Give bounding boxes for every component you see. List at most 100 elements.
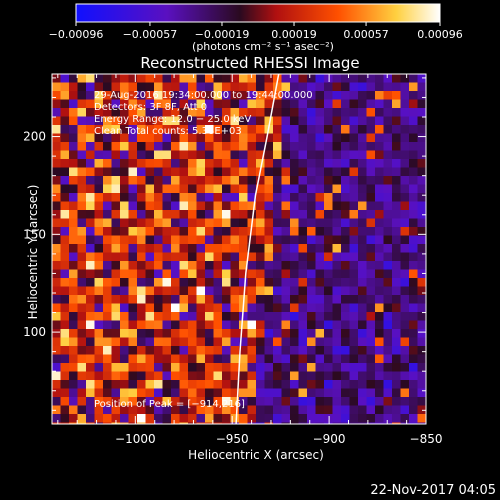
heatmap-cell <box>281 167 291 177</box>
heatmap-cell <box>281 108 291 118</box>
heatmap-cell <box>103 235 113 245</box>
heatmap-cell <box>298 108 308 118</box>
heatmap-cell <box>298 354 308 364</box>
heatmap-cell <box>281 397 291 407</box>
heatmap-cell <box>256 363 266 373</box>
heatmap-cell <box>409 235 419 245</box>
heatmap-cell <box>290 388 300 398</box>
heatmap-cell <box>417 346 426 356</box>
heatmap-cell <box>239 218 249 228</box>
heatmap-cell <box>196 125 206 135</box>
heatmap-cell <box>409 337 419 347</box>
heatmap-cell <box>77 405 87 415</box>
heatmap-cell <box>111 227 121 237</box>
heatmap-cell <box>222 269 232 279</box>
heatmap-cell <box>154 252 164 262</box>
heatmap-cell <box>383 252 393 262</box>
heatmap-cell <box>69 116 79 126</box>
heatmap-cell <box>145 227 155 237</box>
heatmap-cell <box>256 193 266 203</box>
heatmap-cell <box>111 363 121 373</box>
heatmap-cell <box>417 116 426 126</box>
heatmap-cell <box>400 422 410 424</box>
heatmap-cell <box>86 91 96 101</box>
heatmap-cell <box>103 312 113 322</box>
heatmap-cell <box>94 244 104 254</box>
heatmap-cell <box>290 91 300 101</box>
heatmap-cell <box>188 91 198 101</box>
heatmap-cell <box>375 159 385 169</box>
heatmap-cell <box>341 125 351 135</box>
heatmap-cell <box>120 397 130 407</box>
heatmap-cell <box>298 142 308 152</box>
heatmap-cell <box>392 278 402 288</box>
heatmap-cell <box>171 405 181 415</box>
heatmap-cell <box>120 252 130 262</box>
heatmap-cell <box>60 159 70 169</box>
heatmap-cell <box>128 320 138 330</box>
heatmap-cell <box>213 133 223 143</box>
heatmap-cell <box>400 363 410 373</box>
heatmap-cell <box>375 388 385 398</box>
heatmap-cell <box>196 159 206 169</box>
heatmap-cell <box>120 329 130 339</box>
heatmap-cell <box>162 150 172 160</box>
annotation-energy-range: Energy Range: 12.0 − 25.0 keV <box>94 114 251 125</box>
heatmap-cell <box>315 116 325 126</box>
heatmap-cell <box>60 210 70 220</box>
annotation-clean-counts: Clean Total counts: 5.38E+03 <box>94 126 242 137</box>
heatmap-cell <box>171 244 181 254</box>
heatmap-cell <box>324 286 334 296</box>
heatmap-cell <box>256 422 266 424</box>
heatmap-cell <box>332 261 342 271</box>
heatmap-cell <box>239 329 249 339</box>
heatmap-cell <box>281 303 291 313</box>
heatmap-cell <box>349 278 359 288</box>
heatmap-cell <box>154 388 164 398</box>
heatmap-cell <box>94 116 104 126</box>
heatmap-cell <box>103 269 113 279</box>
heatmap-cell <box>239 397 249 407</box>
heatmap-cell <box>366 414 376 424</box>
heatmap-cell <box>290 371 300 381</box>
heatmap-cell <box>247 346 257 356</box>
heatmap-cell <box>273 227 283 237</box>
heatmap-cell <box>264 74 274 84</box>
heatmap-cell <box>400 278 410 288</box>
heatmap-cell <box>196 235 206 245</box>
heatmap-cell <box>281 346 291 356</box>
heatmap-cell <box>196 422 206 424</box>
heatmap-cell <box>417 337 426 347</box>
heatmap-cell <box>290 184 300 194</box>
heatmap-cell <box>103 227 113 237</box>
heatmap-cell <box>188 82 198 92</box>
heatmap-cell <box>213 150 223 160</box>
heatmap-cell <box>315 74 325 84</box>
heatmap-cell <box>307 286 317 296</box>
heatmap-cell <box>281 363 291 373</box>
heatmap-cell <box>222 380 232 390</box>
heatmap-cell <box>120 261 130 271</box>
heatmap-cell <box>86 320 96 330</box>
heatmap-cell <box>392 184 402 194</box>
heatmap-cell <box>230 354 240 364</box>
heatmap-cell <box>128 380 138 390</box>
heatmap-cell <box>128 371 138 381</box>
heatmap-cell <box>171 380 181 390</box>
heatmap-cell <box>290 346 300 356</box>
heatmap-cell <box>273 184 283 194</box>
heatmap-cell <box>94 235 104 245</box>
heatmap-cell <box>222 227 232 237</box>
heatmap-cell <box>94 346 104 356</box>
heatmap-cell <box>383 116 393 126</box>
heatmap-cell <box>417 312 426 322</box>
colorbar-unit-label: (photons cm⁻² s⁻¹ asec⁻²) <box>192 40 334 53</box>
heatmap-cell <box>341 193 351 203</box>
heatmap-cell <box>111 414 121 424</box>
heatmap-cell <box>298 397 308 407</box>
heatmap-cell <box>94 227 104 237</box>
heatmap-cell <box>128 99 138 109</box>
heatmap-cell <box>52 150 62 160</box>
heatmap-cell <box>196 269 206 279</box>
heatmap-cell <box>128 235 138 245</box>
